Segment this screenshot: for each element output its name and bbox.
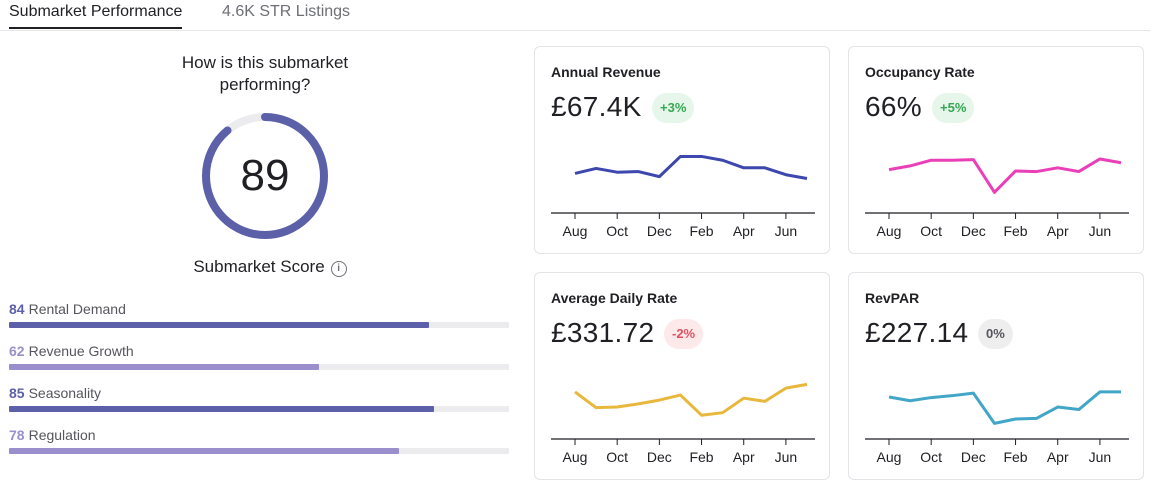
metric-value: 85 [9,385,25,401]
sparkline-chart: Aug Oct Dec Feb Apr Jun [551,154,815,239]
series-line [574,154,808,180]
card-value: £331.72 [551,317,655,348]
metric-regulation: 78 Regulation [9,426,509,456]
x-tick-label: Dec [961,449,986,465]
score-question-line2: performing? [219,75,311,94]
x-tick-label: Apr [733,223,755,239]
x-tick-label: Apr [1047,449,1069,465]
metric-value: 78 [9,427,25,443]
metric-revenue-growth: 62 Revenue Growth [9,342,509,372]
x-tick-label: Aug [877,449,902,465]
series-line [888,390,1121,425]
metric-bar-fill [9,364,319,370]
x-tick-label: Jun [775,223,798,239]
x-tick-label: Feb [689,449,713,465]
x-tick-label: Oct [920,449,942,465]
card-title: Occupancy Rate [865,64,975,80]
score-gauge-arc [202,113,328,239]
card-title: Annual Revenue [551,64,661,80]
score-label: Submarket Score i [170,257,370,277]
card-average-daily-rate[interactable]: Average Daily Rate £331.72 -2% Aug Oct Dec… [534,272,830,480]
metric-label: Seasonality [28,385,101,401]
card-occupancy-rate[interactable]: Occupancy Rate 66% +5% Aug Oct Dec Feb Apr Ju… [848,46,1144,254]
sparkline-chart: Aug Oct Dec Feb Apr Jun [551,382,815,465]
tab-str-listings[interactable]: 4.6K STR Listings [222,3,351,20]
metric-rental-demand: 84 Rental Demand [9,300,509,330]
metric-value: 84 [9,301,25,317]
x-tick-label: Jun [775,449,798,465]
x-tick-label: Apr [1047,223,1069,239]
card-annual-revenue[interactable]: Annual Revenue £67.4K +3% Aug Oct Dec Feb Ap… [534,46,830,254]
change-badge: +3% [652,93,695,123]
x-tick-label: Feb [689,223,713,239]
metric-bar-track [9,448,509,454]
tab-submarket-performance[interactable]: Submarket Performance [9,2,183,29]
series-line [574,382,808,417]
x-tick-label: Aug [563,449,588,465]
metric-label: Revenue Growth [28,343,134,359]
x-tick-label: Dec [961,223,986,239]
change-badge: 0% [978,319,1013,349]
score-label-text: Submarket Score [193,257,325,276]
metric-value: 62 [9,343,25,359]
card-title: Average Daily Rate [551,290,678,306]
metric-label: Regulation [28,427,96,443]
x-tick-label: Dec [647,223,672,239]
metric-bar-fill [9,322,429,328]
x-tick-label: Oct [606,449,628,465]
metric-bar-fill [9,448,399,454]
x-tick-label: Feb [1003,449,1027,465]
change-badge: -2% [664,319,704,349]
sparkline-chart: Aug Oct Dec Feb Apr Jun [865,157,1129,239]
series-line [888,157,1122,194]
metric-label: Rental Demand [28,301,126,317]
x-tick-label: Oct [606,223,628,239]
metric-bar-track [9,406,509,412]
score-question-line1: How is this submarket [181,53,349,72]
sparkline-chart: Aug Oct Dec Feb Apr Jun [865,390,1129,465]
card-value: £67.4K [551,91,642,122]
tab-bar: Submarket Performance 4.6K STR Listings [0,0,1150,31]
change-badge: +5% [932,93,975,123]
info-icon[interactable]: i [330,261,347,277]
x-tick-label: Oct [920,223,942,239]
x-tick-label: Jun [1089,449,1112,465]
metric-bar-fill [9,406,434,412]
score-value: 89 [240,151,290,200]
metric-seasonality: 85 Seasonality [9,384,509,414]
score-question: How is this submarket performing? [140,52,390,96]
card-title: RevPAR [865,290,920,306]
x-tick-label: Dec [647,449,672,465]
x-tick-label: Jun [1089,223,1112,239]
x-tick-label: Feb [1003,223,1027,239]
x-tick-label: Apr [733,449,755,465]
card-value: £227.14 [865,317,969,348]
card-revpar[interactable]: RevPAR £227.14 0% Aug Oct Dec Feb Apr Jun [848,272,1144,480]
x-tick-label: Aug [877,223,902,239]
metric-bar-track [9,364,509,370]
x-tick-label: Aug [563,223,588,239]
score-gauge [202,113,328,239]
card-value: 66% [865,91,922,122]
metric-bar-track [9,322,509,328]
